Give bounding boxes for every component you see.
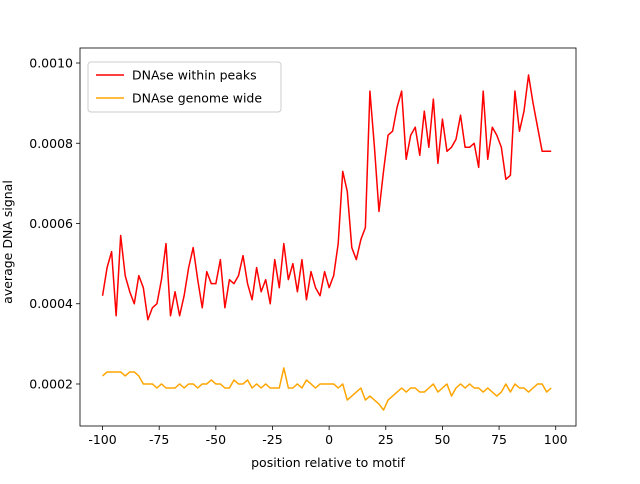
x-tick-label: 75 — [491, 432, 507, 447]
legend-label: DNAse genome wide — [132, 91, 262, 106]
x-tick-label: -25 — [262, 432, 282, 447]
y-tick-label: 0.0006 — [29, 216, 73, 231]
y-tick-label: 0.0010 — [29, 56, 73, 71]
x-axis-label: position relative to motif — [251, 455, 405, 470]
y-tick-label: 0.0004 — [29, 296, 73, 311]
data-line — [102, 367, 552, 411]
x-tick-label: -50 — [206, 432, 226, 447]
legend-box — [87, 61, 282, 113]
x-tick-label: -75 — [149, 432, 169, 447]
x-tick-label: 0 — [325, 432, 333, 447]
data-line — [101, 74, 552, 321]
y-tick-label: 0.0008 — [29, 136, 73, 151]
x-tick-label: 100 — [544, 432, 568, 447]
legend-label: DNAse within peaks — [132, 68, 257, 83]
x-tick-label: 25 — [378, 432, 394, 447]
x-tick-label: 50 — [434, 432, 450, 447]
x-tick-label: -100 — [88, 432, 116, 447]
plot-frame — [79, 47, 577, 427]
y-axis-label: average DNA signal — [0, 180, 15, 304]
y-tick-label: 0.0002 — [29, 376, 73, 391]
